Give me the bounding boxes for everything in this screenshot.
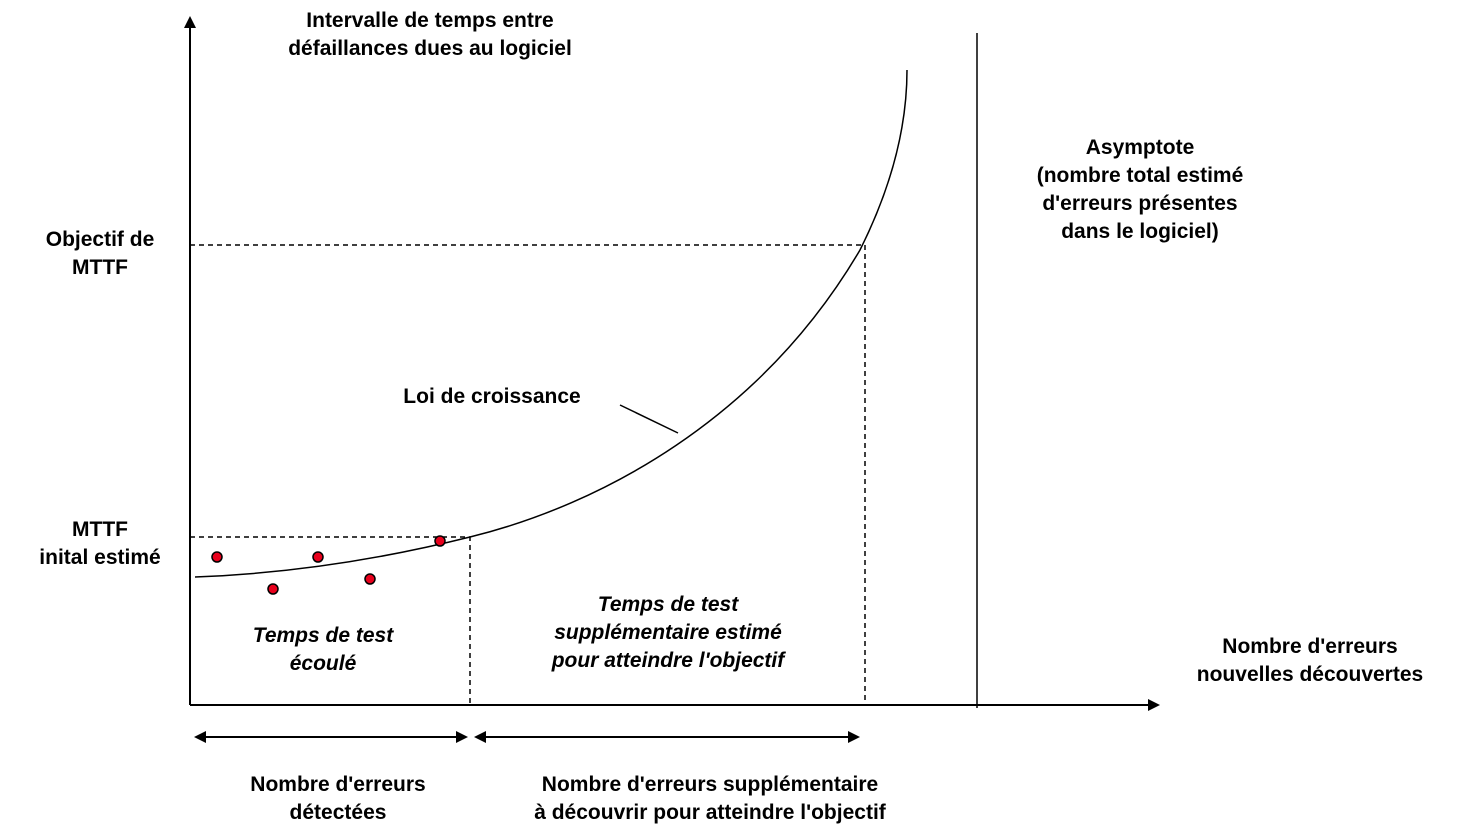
- initial-guide: [190, 536, 471, 705]
- text-line: inital estimé: [39, 546, 160, 569]
- text-line: dans le logiciel): [1061, 220, 1219, 243]
- text-line: défaillances dues au logiciel: [288, 37, 572, 60]
- text-line: (nombre total estimé: [1037, 164, 1244, 187]
- text-line: Asymptote: [1086, 136, 1195, 159]
- initial-label: MTTF inital estimé: [39, 518, 160, 569]
- text-line: Temps de test: [598, 593, 739, 616]
- growth-curve: [194, 69, 908, 578]
- text-line: Nombre d'erreurs: [250, 773, 425, 796]
- x-axis-title: Nombre d'erreurs nouvelles découvertes: [1197, 635, 1423, 686]
- asymptote-label: Asymptote (nombre total estimé d'erreurs p…: [1037, 136, 1244, 243]
- remaining-label: Nombre d'erreurs supplémentaire à découvr…: [534, 773, 887, 824]
- target-guide: [190, 244, 866, 705]
- text-line: supplémentaire estimé: [554, 621, 782, 644]
- text-line: MTTF: [72, 518, 128, 541]
- observation: [211, 551, 223, 563]
- observations: [211, 535, 446, 595]
- target-label: Objectif de MTTF: [46, 228, 155, 279]
- text-line: détectées: [290, 801, 387, 824]
- text-line: Nombre d'erreurs supplémentaire: [542, 773, 878, 796]
- curve-label: Loi de croissance: [403, 385, 580, 408]
- extra-time-label: Temps de test supplémentaire estimé pour a…: [551, 593, 787, 672]
- observation: [267, 583, 279, 595]
- text-line: à découvrir pour atteindre l'objectif: [534, 801, 887, 824]
- text-line: Temps de test: [253, 624, 394, 647]
- observation: [434, 535, 446, 547]
- text-line: Intervalle de temps entre: [306, 9, 553, 32]
- y-axis-title: Intervalle de temps entre défaillances du…: [288, 9, 572, 60]
- text-line: MTTF: [72, 256, 128, 279]
- text-line: Nombre d'erreurs: [1222, 635, 1397, 658]
- text-line: écoulé: [290, 652, 357, 675]
- detected-label: Nombre d'erreurs détectées: [250, 773, 425, 824]
- text-line: nouvelles découvertes: [1197, 663, 1423, 686]
- text-line: Objectif de: [46, 228, 155, 251]
- observation: [364, 573, 376, 585]
- text-line: d'erreurs présentes: [1042, 192, 1237, 215]
- text-line: pour atteindre l'objectif: [551, 649, 787, 672]
- elapsed-label: Temps de test écoulé: [253, 624, 394, 675]
- observation: [312, 551, 324, 563]
- curve-leader: [619, 404, 679, 434]
